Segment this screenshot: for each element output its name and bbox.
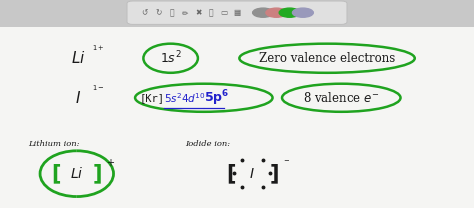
Text: ↻: ↻ xyxy=(155,8,162,17)
Text: $^{1-}$: $^{1-}$ xyxy=(92,85,105,95)
Text: Iodide ion:: Iodide ion: xyxy=(185,140,230,147)
Text: ✏: ✏ xyxy=(182,8,188,17)
Text: $4d^{10}$: $4d^{10}$ xyxy=(181,91,206,105)
Text: Zero valence electrons: Zero valence electrons xyxy=(259,52,395,65)
Text: ▭: ▭ xyxy=(220,8,228,17)
Text: 8 valence $e^{-}$: 8 valence $e^{-}$ xyxy=(303,91,379,105)
Text: ▦: ▦ xyxy=(233,8,241,17)
FancyBboxPatch shape xyxy=(0,27,474,208)
Text: +: + xyxy=(106,158,114,168)
Text: $I$: $I$ xyxy=(249,167,255,181)
Text: $^{-}$: $^{-}$ xyxy=(283,158,290,168)
Text: ↺: ↺ xyxy=(141,8,148,17)
Text: ✖: ✖ xyxy=(195,8,201,17)
Text: $5s^{2}$: $5s^{2}$ xyxy=(164,91,182,105)
Text: ]: ] xyxy=(92,164,102,184)
Text: $Li$: $Li$ xyxy=(71,50,85,66)
Text: $Li$: $Li$ xyxy=(70,166,83,181)
Circle shape xyxy=(253,8,273,17)
Text: [Kr]: [Kr] xyxy=(140,93,165,103)
Text: $^{1+}$: $^{1+}$ xyxy=(92,45,105,55)
Circle shape xyxy=(292,8,313,17)
Text: Lithium ion:: Lithium ion: xyxy=(28,140,80,147)
Circle shape xyxy=(266,8,287,17)
Text: ⤴: ⤴ xyxy=(170,8,174,17)
FancyBboxPatch shape xyxy=(127,1,347,24)
Text: $1s^{2}$: $1s^{2}$ xyxy=(160,50,182,67)
Text: [: [ xyxy=(51,164,61,184)
Circle shape xyxy=(279,8,300,17)
Text: $\mathbf{5p^{6}}$: $\mathbf{5p^{6}}$ xyxy=(204,88,229,108)
Text: ⟋: ⟋ xyxy=(209,8,213,17)
Text: $I$: $I$ xyxy=(75,90,81,106)
Text: [: [ xyxy=(227,164,236,184)
Text: ]: ] xyxy=(269,164,279,184)
